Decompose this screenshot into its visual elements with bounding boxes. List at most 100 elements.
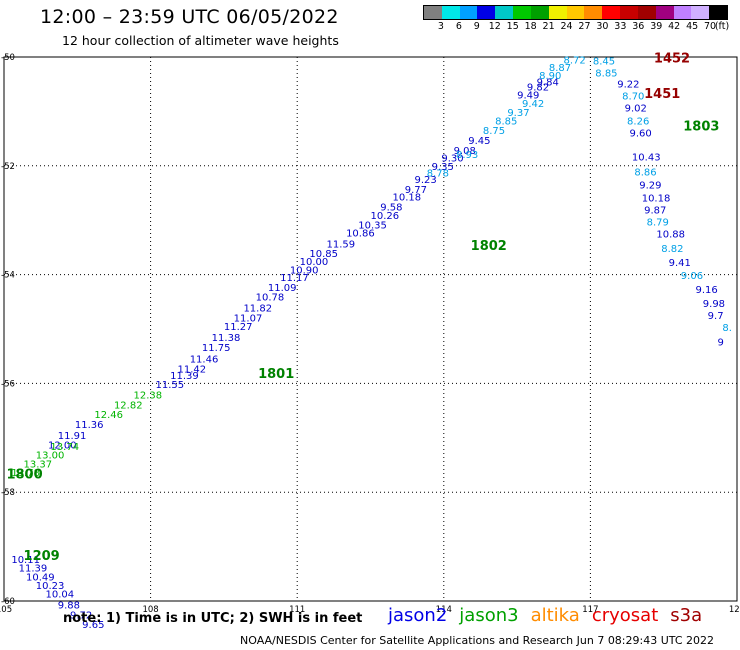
wave-height-point: 8.26 xyxy=(627,116,649,127)
wave-height-point: 11.27 xyxy=(224,322,253,333)
wave-height-point: 9.45 xyxy=(468,136,490,147)
wave-height-point: 9.84 xyxy=(537,77,559,88)
color-scale-swatch xyxy=(530,6,549,19)
wave-height-point: 8.45 xyxy=(593,57,615,68)
x-tick-label: 117 xyxy=(582,605,598,615)
satellite-legend-item: cryosat xyxy=(591,605,659,626)
wave-height-point: 9.08 xyxy=(454,146,476,157)
footer-note: note: 1) Time is in UTC; 2) SWH is in fe… xyxy=(63,611,363,626)
color-scale-label: 45 xyxy=(686,21,699,32)
wave-height-point: 11.91 xyxy=(58,431,87,442)
wave-height-point: 10.04 xyxy=(46,590,75,601)
color-scale-label: 27 xyxy=(578,21,591,32)
wave-height-point: 11.55 xyxy=(155,380,184,391)
satellite-legend-item: s3a xyxy=(670,605,703,626)
wave-height-point: 9.49 xyxy=(517,90,539,101)
y-tick-label: -54 xyxy=(1,271,15,281)
wave-height-point: 9.22 xyxy=(617,79,639,90)
color-scale-swatch xyxy=(691,6,710,19)
wave-height-point: 8.86 xyxy=(634,168,656,179)
wave-height-point: 11.46 xyxy=(190,355,219,366)
satellite-legend-item: jason2 xyxy=(388,605,448,626)
wave-height-point: 9.60 xyxy=(629,128,651,139)
wave-height-point: 10.78 xyxy=(256,293,285,304)
x-tick-label: 108 xyxy=(142,605,158,615)
wave-height-point: 8.87 xyxy=(549,63,571,74)
wave-height-point: 11.38 xyxy=(212,333,241,344)
x-tick-label: 111 xyxy=(289,605,305,615)
wave-height-point: 12.00 xyxy=(48,441,77,452)
wave-height-point: 13.37 xyxy=(24,460,53,471)
color-scale-swatch xyxy=(584,6,603,19)
y-tick-label: -50 xyxy=(1,53,15,63)
color-scale-label: 39 xyxy=(650,21,663,32)
wave-height-point: 9.23 xyxy=(414,175,436,186)
wave-height-point: 9.7 xyxy=(708,311,724,322)
wave-height-point: 9.87 xyxy=(644,206,666,217)
color-scale-swatch xyxy=(513,6,531,19)
wave-height-point: 10.23 xyxy=(36,581,65,592)
wave-height-point: 11.75 xyxy=(202,343,231,354)
wave-height-point: 8.78 xyxy=(427,169,449,180)
color-scale-swatch xyxy=(477,6,496,19)
color-scale-swatch xyxy=(441,6,460,19)
color-scale-swatch xyxy=(673,6,692,19)
wave-height-point: 9.58 xyxy=(380,202,402,213)
wave-height-point: 11.42 xyxy=(177,365,206,376)
wave-height-point: 11.09 xyxy=(268,283,297,294)
color-scale-unit: (ft) xyxy=(714,21,730,32)
wave-height-point: 9.29 xyxy=(639,181,661,192)
x-tick-label: 105 xyxy=(0,605,12,615)
wave-height-point: 10.26 xyxy=(371,211,400,222)
wave-height-point: 10.00 xyxy=(300,257,329,268)
wave-height-point: 10.18 xyxy=(392,193,421,204)
color-scale-label: 3 xyxy=(437,21,444,32)
y-tick-label: -60 xyxy=(1,597,15,607)
color-scale-swatch xyxy=(637,6,656,19)
pass-time-label: 1800 xyxy=(6,468,42,483)
wave-height-point: 8.72 xyxy=(564,56,586,67)
wave-height-point: 12.46 xyxy=(94,410,123,421)
wave-height-point: 10.49 xyxy=(26,572,55,583)
plot-frame xyxy=(3,56,738,602)
wave-height-point: 9.35 xyxy=(432,162,454,173)
wave-height-point: 10.86 xyxy=(346,229,375,240)
color-scale-swatch xyxy=(655,6,674,19)
wave-height-point: 13.00 xyxy=(36,450,65,461)
color-scale-bar xyxy=(423,5,728,20)
wave-height-point: 10.11 xyxy=(11,555,40,566)
color-scale-swatch xyxy=(424,6,442,19)
wave-height-point: 11.39 xyxy=(170,371,199,382)
color-scale-swatch xyxy=(566,6,585,19)
color-scale-label: 12 xyxy=(488,21,501,32)
color-scale-label: 33 xyxy=(614,21,627,32)
wave-height-point: 10.90 xyxy=(290,266,319,277)
chart-title: 12:00 – 23:59 UTC 06/05/2022 xyxy=(40,6,339,28)
wave-height-point: 9.77 xyxy=(405,185,427,196)
wave-height-point: 8.70 xyxy=(622,91,644,102)
chart-subtitle: 12 hour collection of altimeter wave hei… xyxy=(62,33,339,48)
color-scale-label: 30 xyxy=(596,21,609,32)
x-tick-label: 120 xyxy=(729,605,740,615)
color-scale-label: 70 xyxy=(704,21,717,32)
wave-height-point: 9.06 xyxy=(681,271,703,282)
y-tick-label: -52 xyxy=(1,162,15,172)
wave-height-point: 12.82 xyxy=(114,400,143,411)
color-scale-label: 24 xyxy=(560,21,573,32)
color-scale-label: 9 xyxy=(473,21,480,32)
wave-height-point: 13.74 xyxy=(50,442,79,453)
color-scale-swatch xyxy=(495,6,514,19)
color-scale-swatch xyxy=(620,6,638,19)
wave-height-point: 9.82 xyxy=(527,83,549,94)
wave-height-point: 9.65 xyxy=(82,620,104,631)
satellite-legend-item: jason3 xyxy=(459,605,519,626)
y-tick-label: -56 xyxy=(1,379,15,389)
color-scale-swatch xyxy=(459,6,478,19)
satellite-legend: jason2 jason3 altika cryosat s3a xyxy=(388,605,714,626)
wave-height-point: 9.02 xyxy=(625,103,647,114)
pass-time-label: 1452 xyxy=(654,51,690,66)
wave-height-point: 8.82 xyxy=(661,244,683,255)
color-scale-label: 21 xyxy=(542,21,555,32)
wave-height-point: 8.85 xyxy=(595,69,617,80)
